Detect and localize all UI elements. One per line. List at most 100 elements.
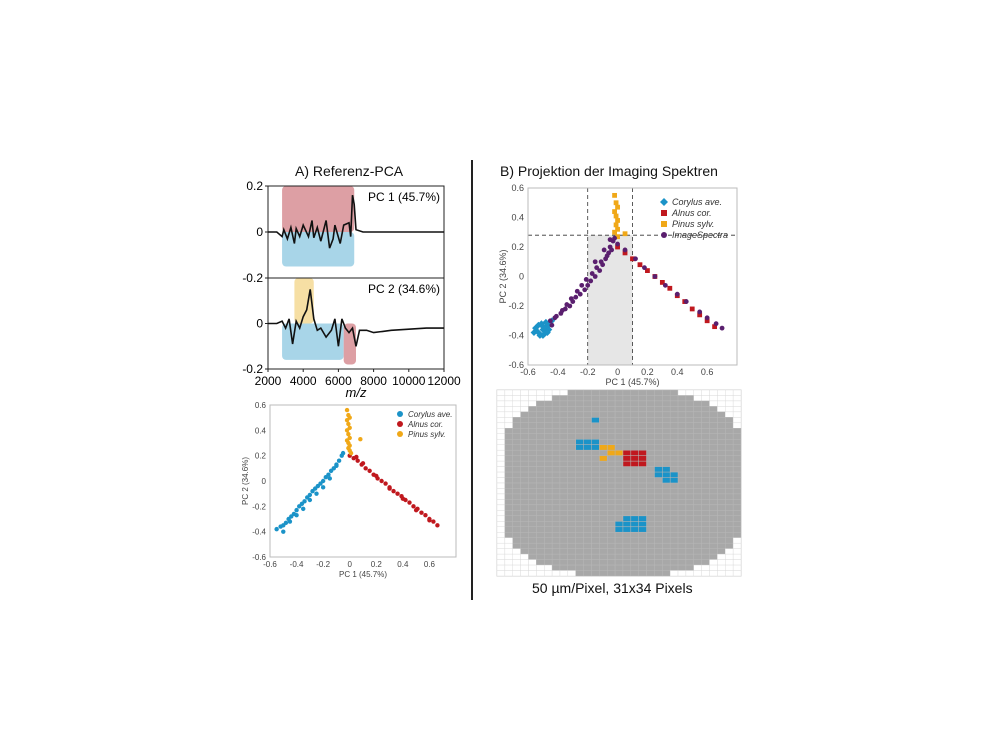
y-tick-label: 0.2	[246, 179, 263, 193]
pixel-cell	[709, 499, 718, 506]
pixel-cell	[654, 510, 663, 517]
x-tick-label: 6000	[325, 374, 352, 388]
pixel-cell	[544, 471, 553, 478]
pixel-cell	[528, 471, 537, 478]
pixel-cell	[709, 444, 718, 451]
pixel-cell	[622, 389, 632, 396]
pixel-cell	[567, 477, 576, 484]
pixel-cell	[677, 439, 687, 445]
pixel-cell	[669, 564, 679, 571]
pixel-cell	[638, 526, 647, 533]
pixel-cell	[512, 422, 521, 429]
pixel-cell	[677, 395, 687, 402]
pixel-cell	[638, 532, 647, 538]
pixel-cell	[630, 439, 639, 445]
y-axis-label: PC 2 (34.6%)	[498, 249, 508, 303]
pixel-cell	[717, 548, 726, 555]
pixel-cell	[520, 428, 529, 434]
y-tick-label: 0.6	[255, 401, 267, 410]
pixel-cell	[732, 439, 742, 445]
pixel-cell	[567, 466, 576, 473]
pixel-cell	[662, 488, 671, 495]
pixel-cell	[591, 515, 600, 522]
pixel-cell	[614, 542, 624, 549]
x-tick-label: 2000	[255, 374, 282, 388]
data-point	[387, 485, 392, 490]
pixel-cell	[536, 553, 545, 560]
pixel-cell	[717, 493, 726, 500]
pixel-cell	[701, 510, 710, 517]
pixel-cell	[559, 526, 569, 533]
pixel-cell	[544, 417, 553, 424]
pixel-cell	[551, 411, 561, 418]
pixel-cell	[536, 488, 545, 495]
pixel-cell	[646, 526, 655, 533]
pixel-cell	[725, 395, 734, 402]
pixel-cell	[551, 559, 561, 566]
pixel-cell	[701, 471, 710, 478]
pixel-cell	[606, 564, 616, 571]
pixel-cell	[709, 526, 718, 533]
pixel-cell	[496, 504, 506, 511]
data-point	[697, 309, 703, 315]
pixel-cell	[599, 488, 608, 495]
pixel-cell	[520, 564, 529, 571]
classified-pixel-corylus	[662, 477, 670, 483]
pixel-cell	[504, 548, 513, 555]
data-point	[331, 466, 336, 471]
pixel-cell	[669, 460, 679, 467]
data-point	[281, 523, 286, 528]
pixel-cell	[717, 553, 726, 560]
pixel-cell	[732, 521, 742, 527]
classified-pixel-corylus	[623, 516, 631, 521]
pixel-cell	[614, 477, 624, 484]
pixel-cell	[717, 471, 726, 478]
classified-pixel-corylus	[591, 445, 600, 450]
pixel-cell	[630, 417, 639, 424]
pixel-cell	[591, 395, 600, 402]
data-point	[346, 412, 351, 418]
pixel-cell	[536, 564, 545, 571]
pixel-cell	[677, 504, 687, 511]
pixel-cell	[520, 477, 529, 484]
pixel-cell	[614, 449, 624, 456]
pixel-cell	[646, 493, 655, 500]
pixel-cell	[732, 477, 742, 484]
classified-pixel-corylus	[623, 521, 631, 527]
pixel-cell	[709, 460, 718, 467]
data-point	[606, 250, 612, 256]
pixel-cell	[732, 411, 742, 418]
pixel-cell	[583, 564, 592, 571]
pixel-cell	[551, 466, 561, 473]
pixel-cell	[622, 477, 632, 484]
pixel-cell	[512, 482, 521, 489]
pixel-cell	[701, 449, 710, 456]
pixel-cell	[685, 570, 694, 577]
pixel-cell	[630, 570, 639, 577]
data-point	[411, 504, 416, 509]
data-point	[552, 315, 558, 321]
data-point	[302, 499, 307, 504]
data-point	[344, 438, 350, 443]
pixel-cell	[725, 406, 734, 413]
pixel-cell	[677, 521, 687, 527]
pixel-cell	[662, 395, 671, 402]
pixel-cell	[701, 488, 710, 495]
pixel-cell	[496, 526, 506, 533]
pixel-cell	[559, 444, 569, 451]
data-point	[542, 318, 550, 326]
pixel-cell	[496, 477, 506, 484]
y-tick-label: 0	[519, 272, 524, 282]
data-point	[604, 253, 610, 259]
pixel-cell	[606, 455, 616, 462]
pixel-cell	[559, 559, 569, 566]
pixel-cell	[725, 532, 734, 538]
y-tick-label: -0.2	[252, 502, 266, 511]
pixel-cell	[638, 493, 647, 500]
pixel-cell	[575, 564, 584, 571]
pixel-cell	[528, 542, 537, 549]
pixel-cell	[551, 521, 561, 527]
data-point	[610, 238, 616, 244]
pixel-cell	[717, 537, 726, 544]
